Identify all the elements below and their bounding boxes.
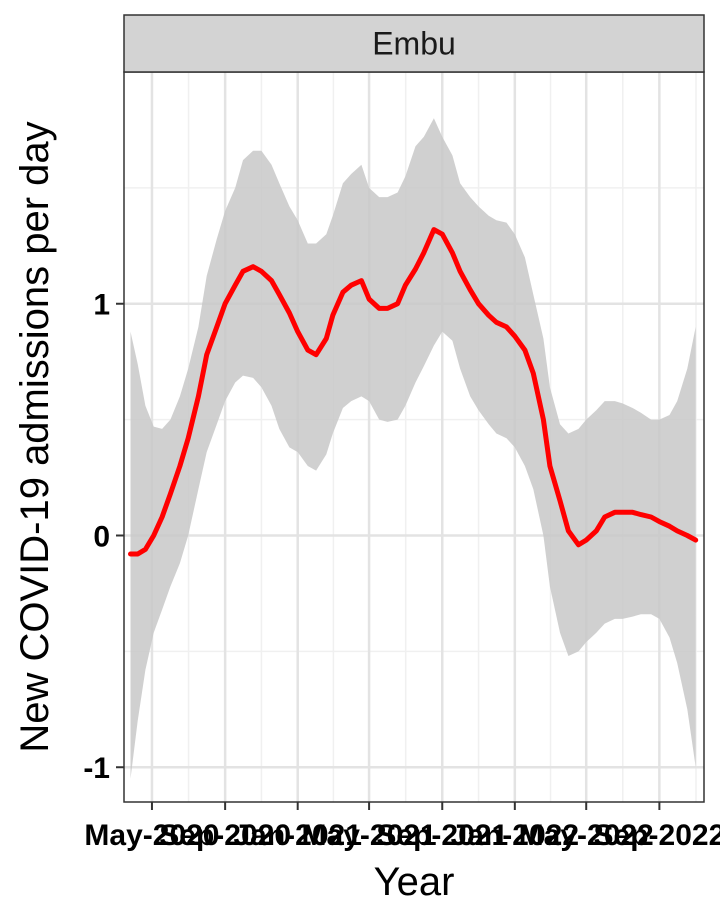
facet-strip-background xyxy=(123,14,705,73)
facet-label: Embu xyxy=(372,26,456,62)
trend-line xyxy=(128,227,699,557)
x-tick-label: May-2022 xyxy=(519,819,654,852)
x-tick-label: May-2020 xyxy=(84,819,219,852)
y-axis-title: New COVID-19 admissions per day xyxy=(13,121,57,752)
y-tick-label: 0 xyxy=(93,520,110,553)
x-tick-label: Jan-2021 xyxy=(233,819,361,852)
x-axis-title: Year xyxy=(374,860,455,904)
facet-strip: Embu xyxy=(123,14,705,73)
x-tick-label: Sep-2021 xyxy=(376,819,508,852)
y-tick-label: 1 xyxy=(93,289,110,322)
plot-panel: May-2020Sep-2020Jan-2021May-2021Sep-2021… xyxy=(83,71,720,852)
x-tick-label: Sep-2020 xyxy=(159,819,291,852)
y-tick-label: -1 xyxy=(83,752,110,785)
x-tick-label: Jan-2022 xyxy=(451,819,579,852)
x-tick-label: Sep-2022 xyxy=(594,819,720,852)
x-tick-label: May-2021 xyxy=(302,819,437,852)
